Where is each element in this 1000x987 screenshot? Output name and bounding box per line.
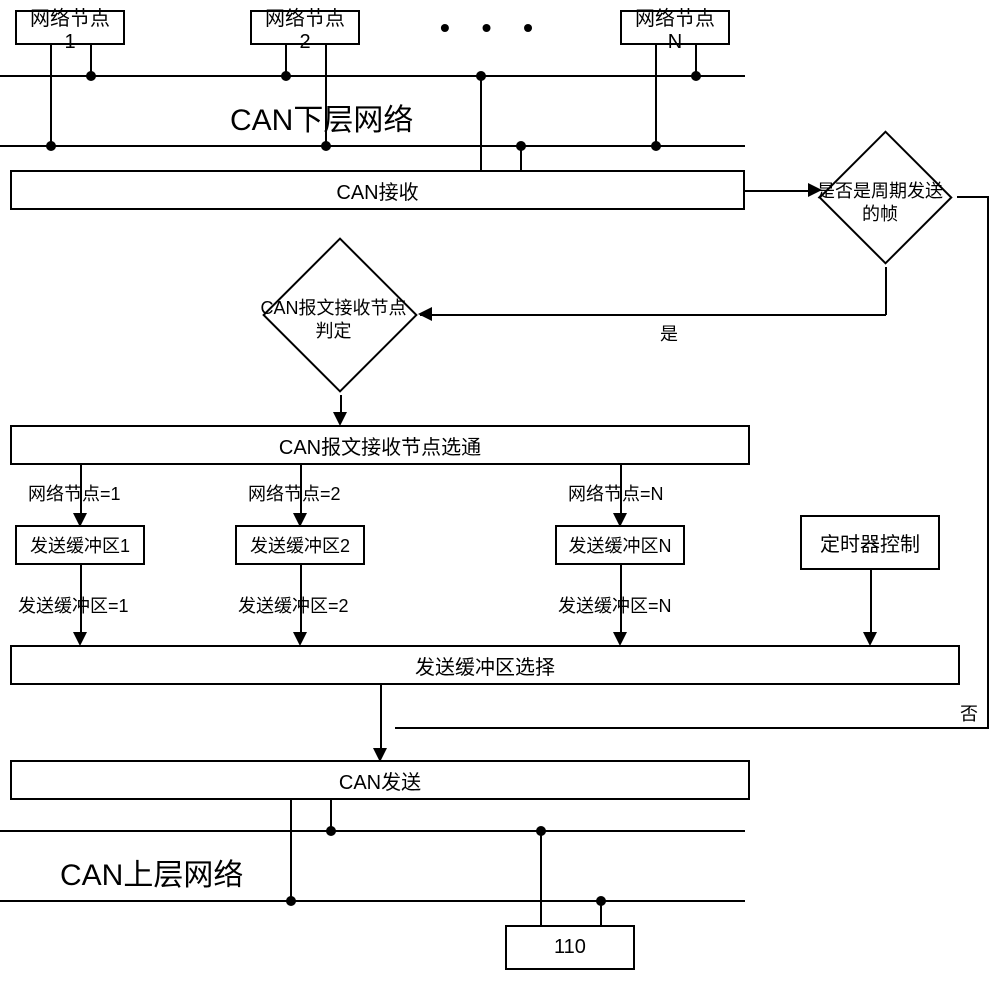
dot-net2-a — [281, 71, 291, 81]
h-periodic-to-judge — [420, 314, 886, 316]
can-recv-label: CAN接收 — [336, 176, 418, 205]
v-periodic-down — [885, 267, 887, 315]
can-recv-box: CAN接收 — [10, 170, 745, 210]
buf1-label: 发送缓冲区1 — [30, 532, 130, 558]
v-no — [987, 196, 989, 728]
timer-ctrl-label: 定时器控制 — [820, 528, 920, 557]
dot-netN-b — [691, 71, 701, 81]
dot-send-1 — [286, 896, 296, 906]
node-judge-diamond: CAN报文接收节点判定 — [262, 237, 418, 393]
buf-eqN-label: 发送缓冲区=N — [558, 592, 672, 618]
bus-upper-top — [0, 830, 745, 832]
bufN-box: 发送缓冲区N — [555, 525, 685, 565]
buf-eq2-label: 发送缓冲区=2 — [238, 592, 349, 618]
node-eq2-label: 网络节点=2 — [248, 480, 341, 506]
ellipsis-top: • • • — [440, 12, 545, 44]
dot-net1-a — [46, 141, 56, 151]
dot-net2-b — [321, 141, 331, 151]
dot-110-1 — [536, 826, 546, 836]
bus-upper-bottom — [0, 900, 745, 902]
buf1-box: 发送缓冲区1 — [15, 525, 145, 565]
bus-lower-top — [0, 75, 745, 77]
h-no-2 — [395, 727, 989, 729]
can-send-label: CAN发送 — [339, 766, 421, 795]
box-110: 110 — [505, 925, 635, 970]
dot-bus-recv-1 — [476, 71, 486, 81]
v-110-1 — [540, 830, 542, 925]
v-select-to-send — [380, 685, 382, 755]
h-no-1 — [957, 196, 989, 198]
dot-send-2 — [326, 826, 336, 836]
dot-110-2 — [596, 896, 606, 906]
node-netN: 网络节点N — [620, 10, 730, 45]
dot-net1-b — [86, 71, 96, 81]
no-label: 否 — [960, 700, 978, 726]
bufN-label: 发送缓冲区N — [569, 532, 672, 558]
buf2-box: 发送缓冲区2 — [235, 525, 365, 565]
v-netN-a — [655, 45, 657, 145]
buf2-label: 发送缓冲区2 — [250, 532, 350, 558]
yes-label: 是 — [660, 320, 678, 346]
node-judge-text: CAN报文接收节点判定 — [259, 297, 407, 344]
dot-netN-a — [651, 141, 661, 151]
buf-eq1-label: 发送缓冲区=1 — [18, 592, 129, 618]
buf-select-box: 发送缓冲区选择 — [10, 645, 960, 685]
periodic-diamond: 是否是周期发送的帧 — [818, 130, 952, 264]
v-timer-down — [870, 570, 872, 640]
can-send-box: CAN发送 — [10, 760, 750, 800]
node-eq1-label: 网络节点=1 — [28, 480, 121, 506]
periodic-diamond-text: 是否是周期发送的帧 — [816, 180, 943, 227]
lower-net-label: CAN下层网络 — [230, 95, 413, 139]
node-net1: 网络节点1 — [15, 10, 125, 45]
node-net2-label: 网络节点2 — [260, 2, 350, 54]
h-recv-to-diamond — [745, 190, 817, 192]
node-net1-label: 网络节点1 — [25, 2, 115, 54]
v-send-bus-1 — [290, 800, 292, 900]
v-net1-a — [50, 45, 52, 145]
dot-bus-recv-2 — [516, 141, 526, 151]
node-select-label: CAN报文接收节点选通 — [279, 431, 481, 460]
v-bus-recv-1 — [480, 75, 482, 170]
bus-lower-bottom — [0, 145, 745, 147]
buf-select-label: 发送缓冲区选择 — [415, 651, 555, 680]
node-select-box: CAN报文接收节点选通 — [10, 425, 750, 465]
node-eqN-label: 网络节点=N — [568, 480, 664, 506]
node-net2: 网络节点2 — [250, 10, 360, 45]
node-netN-label: 网络节点N — [630, 2, 720, 54]
upper-net-label: CAN上层网络 — [60, 850, 243, 894]
timer-ctrl-box: 定时器控制 — [800, 515, 940, 570]
box-110-label: 110 — [554, 936, 586, 959]
